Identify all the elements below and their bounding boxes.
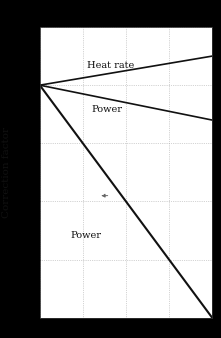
Text: Power: Power <box>70 231 101 240</box>
Text: Heat rate: Heat rate <box>87 61 134 70</box>
Y-axis label: Correction factor: Correction factor <box>2 127 11 218</box>
Text: Power: Power <box>91 105 122 114</box>
